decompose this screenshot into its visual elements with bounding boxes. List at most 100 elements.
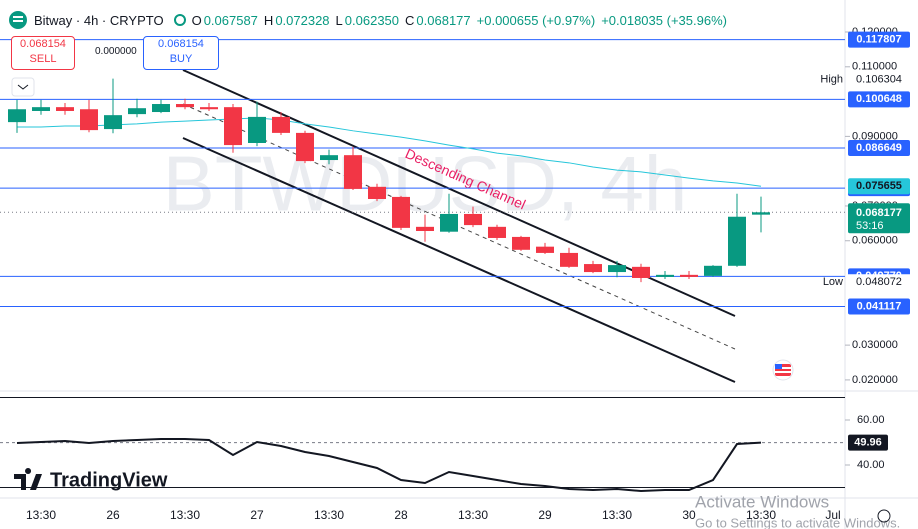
- change: +0.000655 (+0.97%): [476, 12, 596, 28]
- candle-body: [512, 236, 530, 250]
- settings-icon[interactable]: [877, 509, 891, 523]
- candle-body: [704, 265, 722, 276]
- price-label-bg: [848, 140, 910, 157]
- close-value: 0.068177: [416, 12, 471, 28]
- collapse-button[interactable]: [11, 77, 35, 97]
- logo: [14, 468, 42, 490]
- candle-body: [632, 266, 650, 278]
- candle-body: [464, 213, 482, 226]
- y-tick-label: 0.060000: [852, 235, 898, 247]
- y-tick-label: 0.090000: [852, 130, 898, 142]
- candle-body: [680, 274, 698, 277]
- change-total: +0.018035 (+35.96%): [601, 12, 727, 28]
- candle-body: [248, 116, 266, 143]
- candle-body: [344, 155, 362, 189]
- rsi-value: 49.96: [854, 436, 882, 448]
- candle-body: [656, 274, 674, 277]
- high-value: 0.072328: [275, 12, 330, 28]
- candle-body: [152, 104, 170, 113]
- candle-body: [104, 115, 122, 130]
- x-tick-label: 13:30: [314, 508, 344, 522]
- spread: 0.000000: [95, 46, 137, 57]
- price-label-bg: [848, 91, 910, 108]
- candle-body: [56, 107, 74, 111]
- candle-body: [608, 265, 626, 273]
- symbol-icon: [9, 11, 27, 29]
- close-label: C: [405, 12, 415, 28]
- buy-button[interactable]: 0.068154 BUY: [143, 36, 219, 70]
- price-label-bg: [848, 178, 910, 195]
- current-price-bg: [848, 203, 910, 234]
- sell-price: 0.068154: [20, 38, 66, 50]
- candle-body: [176, 104, 194, 108]
- x-tick-label: 13:30: [170, 508, 200, 522]
- header: Bitway · 4h · CRYPTO O 0.067587 H 0.072328…: [8, 10, 731, 30]
- y-tick-label: 0.110000: [852, 61, 897, 73]
- candle-body: [296, 132, 314, 162]
- candle-body: [728, 216, 746, 266]
- y-tick-label: 0.030000: [852, 339, 898, 351]
- x-tick-label: Jul: [825, 508, 840, 522]
- price-label-bg: [848, 298, 910, 315]
- symbol: Bitway · 4h · CRYPTO: [34, 12, 164, 28]
- countdown: 53:16: [856, 220, 884, 232]
- candle-body: [752, 212, 770, 215]
- low-value: 0.048072: [856, 276, 902, 288]
- high-value-bg: [848, 71, 910, 88]
- candle-body: [8, 109, 26, 123]
- x-tick-label: 26: [106, 508, 120, 522]
- candle-body: [392, 196, 410, 228]
- watermark: BTWDUSD, 4h: [163, 140, 687, 228]
- current-price: 0.068177: [856, 207, 902, 219]
- open-label: O: [191, 12, 202, 28]
- channel-lower: [182, 137, 736, 383]
- x-tick-label: 29: [538, 508, 552, 522]
- low-label: L: [335, 12, 343, 28]
- candle-body: [272, 116, 290, 133]
- candle-body: [200, 107, 218, 110]
- candle-body: [224, 107, 242, 146]
- buy-label: BUY: [169, 53, 193, 65]
- flag-icon: [772, 359, 794, 381]
- x-tick-label: 13:30: [602, 508, 632, 522]
- y-tick-label: 0.020000: [852, 374, 898, 386]
- chevron: [17, 84, 29, 90]
- buy-price: 0.068154: [158, 38, 204, 50]
- high-label: H: [263, 12, 274, 28]
- open-value: 0.067587: [203, 12, 258, 28]
- x-tick-label: 13:30: [26, 508, 56, 522]
- branding: TradingView: [50, 469, 168, 491]
- low-value: 0.062350: [344, 12, 400, 28]
- price-label: 0.100648: [856, 93, 902, 105]
- price-label: 0.041117: [857, 300, 902, 312]
- status-dot: [173, 14, 186, 26]
- price-label: 0.086649: [856, 142, 902, 154]
- y-tick-label: 40.00: [857, 459, 885, 471]
- candle-body: [560, 252, 578, 267]
- price-label: 0.075655: [856, 180, 902, 192]
- sell-button[interactable]: 0.068154 SELL: [11, 36, 75, 70]
- candle-body: [416, 226, 434, 232]
- low-value-bg: [848, 274, 910, 291]
- x-tick-label: 13:30: [746, 508, 776, 522]
- low-label: Low: [823, 276, 843, 288]
- high-label: High: [820, 74, 843, 86]
- price-label-bg: [848, 31, 910, 48]
- candle-body: [80, 109, 98, 131]
- rsi-value-bg: [848, 434, 888, 451]
- candle-body: [32, 107, 50, 111]
- os-notice-title: Activate Windows: [695, 492, 829, 511]
- candle-body: [536, 246, 554, 253]
- rsi-line: [16, 437, 762, 493]
- sell-label: SELL: [29, 53, 57, 65]
- candle-body: [368, 186, 386, 200]
- candle-body: [440, 213, 458, 232]
- price-label: 0.117807: [856, 34, 901, 46]
- candle-body: [584, 264, 602, 273]
- os-notice-text: Go to Settings to activate Windows.: [695, 515, 900, 529]
- candle-body: [488, 226, 506, 238]
- candle-body: [320, 155, 338, 161]
- x-tick-label: 27: [250, 508, 264, 522]
